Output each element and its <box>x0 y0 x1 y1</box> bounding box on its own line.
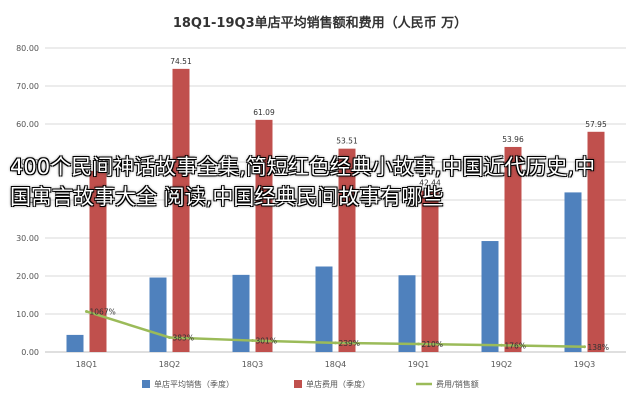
bar-data-label: 53.51 <box>336 137 358 146</box>
bar-data-label: 61.09 <box>253 108 275 117</box>
bar-data-label: 42.44 <box>419 179 441 188</box>
line-data-label: 1067% <box>90 307 116 316</box>
bar-cost <box>255 119 273 352</box>
bar-sales <box>149 277 167 352</box>
bar-cost <box>172 68 190 352</box>
line-data-label: 210% <box>422 340 443 349</box>
chart-title: 18Q1-19Q3单店平均销售额和费用（人民币 万） <box>173 15 467 31</box>
bar-data-label: 53.96 <box>502 135 524 144</box>
data-labels: 47.63 74.51 61.09 53.51 42.44 53.96 57.95 1067%… <box>87 57 609 352</box>
gridlines <box>45 47 626 353</box>
x-axis: 18Q1 18Q2 18Q3 18Q4 19Q1 19Q2 19Q3 <box>45 351 626 369</box>
legend-swatch <box>142 380 150 388</box>
ratio-point <box>168 335 171 339</box>
y-tick-label: 20.00 <box>16 272 39 281</box>
x-tick-label: 19Q2 <box>491 360 513 369</box>
y-tick-label: 0.00 <box>21 348 39 357</box>
line-data-label: 138% <box>588 343 609 352</box>
bar-sales <box>315 266 333 352</box>
ratio-point <box>583 345 586 349</box>
y-tick-label: 10.00 <box>16 310 39 319</box>
line-data-label: 383% <box>173 333 194 342</box>
x-tick-label: 18Q1 <box>76 360 98 369</box>
legend-label: 单店费用（季度） <box>306 379 370 389</box>
bar-sales <box>564 192 582 352</box>
y-tick-label: 30.00 <box>16 234 39 243</box>
bar-cost <box>338 148 356 352</box>
bar-data-label: 57.95 <box>585 120 607 129</box>
bar-sales <box>232 274 250 352</box>
ratio-line <box>85 309 586 349</box>
bar-cost <box>504 146 522 352</box>
bar-cost <box>587 131 605 352</box>
bar-sales <box>481 241 499 352</box>
y-tick-label: 40.00 <box>16 196 39 205</box>
ratio-point <box>417 342 420 346</box>
legend-label: 单店平均销售（季度） <box>154 379 234 389</box>
x-tick-label: 18Q3 <box>242 360 264 369</box>
y-tick-label: 80.00 <box>16 44 39 53</box>
bar-sales <box>66 334 84 352</box>
bar-cost <box>421 190 439 352</box>
x-tick-label: 18Q2 <box>159 360 181 369</box>
y-tick-label: 60.00 <box>16 120 39 129</box>
legend-label: 费用/销售额 <box>436 379 479 389</box>
legend-swatch <box>294 380 302 388</box>
x-tick-label: 19Q1 <box>408 360 430 369</box>
y-tick-label: 70.00 <box>16 82 39 91</box>
line-data-label: 239% <box>339 339 360 348</box>
line-data-label: 301% <box>256 337 277 346</box>
y-tick-label: 50.00 <box>16 158 39 167</box>
legend: 单店平均销售（季度） 单店费用（季度） 费用/销售额 <box>142 379 479 389</box>
bars <box>66 68 605 352</box>
bar-cost <box>89 171 107 352</box>
ratio-point <box>85 309 88 313</box>
line-data-label: 176% <box>505 341 526 350</box>
x-tick-label: 18Q4 <box>325 360 347 369</box>
y-axis: 0.00 10.00 20.00 30.00 40.00 50.00 60.00 70.00 8… <box>16 44 39 357</box>
ratio-point <box>334 341 337 345</box>
ratio-point <box>500 343 503 347</box>
bar-sales <box>398 275 416 352</box>
ratio-point <box>251 339 254 343</box>
bar-data-label: 47.63 <box>87 159 109 168</box>
x-tick-label: 19Q3 <box>574 360 596 369</box>
bar-data-label: 74.51 <box>170 57 192 66</box>
